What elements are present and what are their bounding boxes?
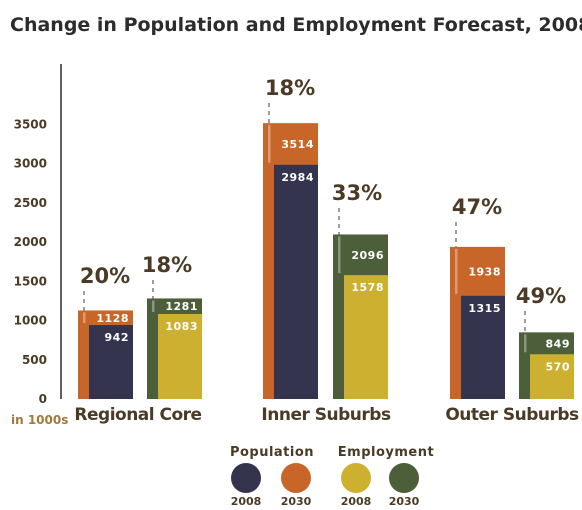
population-2008-bar xyxy=(89,325,133,399)
legend-employment-2030-swatch xyxy=(389,463,419,493)
legend-employment-2008-year: 2008 xyxy=(341,495,372,508)
employment-highlight xyxy=(152,300,155,312)
employment-highlight xyxy=(338,236,341,274)
employment-2030-value: 1281 xyxy=(165,300,198,313)
employment-2008-value: 570 xyxy=(546,360,570,373)
population-change-label: 18% xyxy=(265,76,315,100)
population-2008-value: 2984 xyxy=(281,171,314,184)
y-tick-label: 1500 xyxy=(14,274,47,288)
y-tick-label: 0 xyxy=(39,392,47,406)
employment-change-label: 33% xyxy=(332,181,382,205)
legend-population-heading: Population xyxy=(230,445,314,460)
legend-population-2008-year: 2008 xyxy=(231,495,262,508)
y-tick-label: 3500 xyxy=(14,117,47,131)
population-highlight xyxy=(268,125,271,163)
employment-2030-value: 849 xyxy=(546,337,570,350)
y-tick-label: 1000 xyxy=(14,314,47,328)
employment-2008-bar xyxy=(530,354,574,399)
legend-population-2030-swatch xyxy=(281,463,311,493)
legend-population-2030-year: 2030 xyxy=(281,495,312,508)
employment-2008-bar xyxy=(158,313,202,399)
legend-population-2008-swatch xyxy=(231,463,261,493)
population-2030-value: 3514 xyxy=(281,138,314,151)
employment-2008-value: 1083 xyxy=(165,320,198,333)
population-2008-bar xyxy=(461,295,505,399)
category-label: Regional Core xyxy=(74,405,201,425)
y-tick-label: 2500 xyxy=(14,196,47,210)
employment-change-label: 18% xyxy=(142,253,192,277)
population-2030-value: 1128 xyxy=(96,312,129,325)
population-2008-bar xyxy=(274,164,318,399)
employment-change-label: 49% xyxy=(516,284,566,308)
employment-2008-bar xyxy=(344,275,388,399)
population-2008-value: 942 xyxy=(105,331,129,344)
legend-employment-heading: Employment xyxy=(338,445,434,460)
population-change-label: 20% xyxy=(80,264,130,288)
employment-2030-value: 2096 xyxy=(351,249,384,262)
population-2030-value: 1938 xyxy=(468,265,501,278)
population-change-label: 47% xyxy=(452,195,502,219)
category-label: Inner Suburbs xyxy=(261,405,391,425)
population-2008-value: 1315 xyxy=(468,302,501,315)
bars: 1128 942 1281 1083 20% 18% Regional Core 3514 29… xyxy=(74,76,579,425)
employment-highlight xyxy=(524,334,527,353)
y-tick-label: 3000 xyxy=(14,157,47,171)
chart-title: Change in Population and Employment Fore… xyxy=(10,14,582,36)
population-highlight xyxy=(455,248,458,294)
category-label: Outer Suburbs xyxy=(445,405,579,425)
y-axis-ticks: 0 500 1000 1500 2000 2500 3000 3500 xyxy=(14,117,47,406)
legend: Population Employment 2008 2030 2008 2030 xyxy=(230,445,434,508)
employment-2008-value: 1578 xyxy=(351,281,384,294)
unit-label: in 1000s xyxy=(11,413,68,427)
legend-employment-2030-year: 2030 xyxy=(389,495,420,508)
population-highlight xyxy=(83,312,86,324)
y-tick-label: 500 xyxy=(22,353,47,367)
legend-employment-2008-swatch xyxy=(341,463,371,493)
y-tick-label: 2000 xyxy=(14,235,47,249)
